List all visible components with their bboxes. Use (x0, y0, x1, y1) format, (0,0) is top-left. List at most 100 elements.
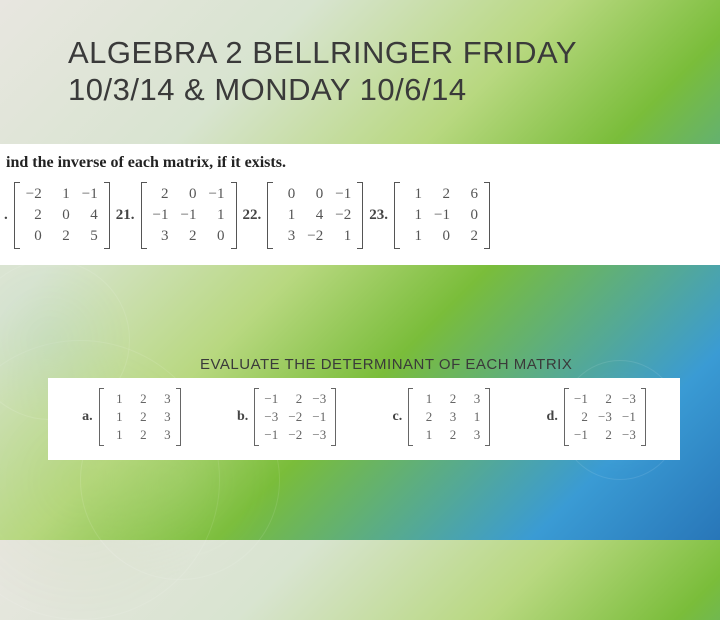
matrix-cell: 2 (598, 427, 612, 443)
matrix-cell: −1 (264, 427, 278, 443)
instruction-determinant: EVALUATE THE DETERMINANT OF EACH MATRIX (200, 356, 572, 373)
matrix-cell: 0 (26, 228, 42, 245)
matrix-cell: 1 (418, 391, 432, 407)
determinant-problem: a.123123123 (82, 388, 181, 446)
matrix-cell: −2 (26, 186, 42, 203)
matrix-cell: −1 (181, 207, 197, 224)
matrix-cell: 3 (466, 391, 480, 407)
matrix: 1261−10102 (394, 182, 490, 249)
inverse-problem: 22.00−114−23−21 (243, 182, 364, 249)
matrix-cell: −1 (622, 409, 636, 425)
inverse-problem: 23.1261−10102 (369, 182, 490, 249)
problem-label: 21. (116, 207, 135, 224)
matrix: −12−3−3−2−1−1−2−3 (254, 388, 336, 446)
determinant-problems-row: a.123123123b.−12−3−3−2−1−1−2−3c.12323112… (54, 388, 674, 446)
matrix-cell: 0 (181, 186, 197, 203)
determinant-problem: d. −1 2 −3 2 −3 −1 −1 2 −3 (547, 388, 646, 446)
matrix: 123123123 (99, 388, 181, 446)
matrix-cell: 1 (418, 427, 432, 443)
matrix-cell: 3 (442, 409, 456, 425)
matrix-cell: 5 (82, 228, 98, 245)
matrix-cell: 2 (133, 409, 147, 425)
problem-label: c. (393, 409, 403, 425)
matrix-cell: 0 (462, 207, 478, 224)
matrix-cell: 3 (279, 228, 295, 245)
matrix-cell: −2 (288, 427, 302, 443)
matrix-cell: 2 (462, 228, 478, 245)
problem-label: . (4, 207, 8, 224)
section-determinant: a.123123123b.−12−3−3−2−1−1−2−3c.12323112… (48, 378, 680, 460)
matrix: 20−1−1−11320 (141, 182, 237, 249)
page-title: ALGEBRA 2 BELLRINGER FRIDAY 10/3/14 & MO… (68, 34, 690, 108)
matrix-cell: 0 (279, 186, 295, 203)
matrix-cell: 1 (209, 207, 225, 224)
matrix-cell: 1 (109, 391, 123, 407)
matrix-cell: −3 (312, 427, 326, 443)
matrix-cell: 3 (466, 427, 480, 443)
matrix-cell: 2 (442, 391, 456, 407)
matrix-cell: 2 (181, 228, 197, 245)
matrix: 00−114−23−21 (267, 182, 363, 249)
inverse-problems-row: .−21−120402521.20−1−1−1132022.00−114−23−… (4, 182, 716, 249)
matrix-cell: 6 (462, 186, 478, 203)
matrix-cell: 0 (54, 207, 70, 224)
problem-label: a. (82, 409, 93, 425)
matrix-cell: 2 (574, 409, 588, 425)
matrix-cell: −3 (312, 391, 326, 407)
matrix-cell: 2 (434, 186, 450, 203)
matrix-cell: 2 (418, 409, 432, 425)
matrix-cell: 2 (133, 427, 147, 443)
matrix-cell: −1 (434, 207, 450, 224)
matrix-cell: 1 (109, 409, 123, 425)
section-inverse: ind the inverse of each matrix, if it ex… (0, 144, 720, 265)
matrix-cell: 2 (133, 391, 147, 407)
matrix-cell: 1 (406, 186, 422, 203)
matrix-cell: −2 (307, 228, 323, 245)
matrix-cell: 2 (442, 427, 456, 443)
matrix-cell: −3 (622, 427, 636, 443)
matrix-cell: 1 (406, 228, 422, 245)
matrix-cell: 0 (307, 186, 323, 203)
matrix-cell: 3 (157, 391, 171, 407)
matrix: −1 2 −3 2 −3 −1 −1 2 −3 (564, 388, 646, 446)
matrix-cell: 3 (157, 427, 171, 443)
matrix-cell: 2 (288, 391, 302, 407)
problem-label: 22. (243, 207, 262, 224)
matrix: −21−1204025 (14, 182, 110, 249)
problem-label: 23. (369, 207, 388, 224)
matrix-cell: 3 (153, 228, 169, 245)
instruction-inverse: ind the inverse of each matrix, if it ex… (6, 154, 716, 172)
matrix-cell: 4 (307, 207, 323, 224)
matrix-cell: 1 (54, 186, 70, 203)
matrix-cell: −2 (288, 409, 302, 425)
matrix-cell: −1 (82, 186, 98, 203)
inverse-problem: 21.20−1−1−11320 (116, 182, 237, 249)
problem-label: b. (237, 409, 248, 425)
matrix-cell: 2 (153, 186, 169, 203)
matrix-cell: −1 (312, 409, 326, 425)
matrix-cell: −1 (153, 207, 169, 224)
matrix-cell: −1 (574, 391, 588, 407)
matrix-cell: −3 (264, 409, 278, 425)
matrix-cell: −1 (574, 427, 588, 443)
matrix-cell: 1 (406, 207, 422, 224)
matrix-cell: −3 (622, 391, 636, 407)
matrix-cell: 2 (54, 228, 70, 245)
inverse-problem: .−21−1204025 (4, 182, 110, 249)
problem-label: d. (547, 409, 558, 425)
matrix-cell: 1 (109, 427, 123, 443)
matrix-cell: 2 (26, 207, 42, 224)
matrix-cell: 2 (598, 391, 612, 407)
matrix-cell: 0 (209, 228, 225, 245)
matrix-cell: 3 (157, 409, 171, 425)
determinant-problem: b.−12−3−3−2−1−1−2−3 (237, 388, 336, 446)
matrix-cell: 0 (434, 228, 450, 245)
matrix-cell: 1 (466, 409, 480, 425)
matrix-cell: −2 (335, 207, 351, 224)
matrix: 123231123 (408, 388, 490, 446)
matrix-cell: −1 (209, 186, 225, 203)
matrix-cell: 1 (335, 228, 351, 245)
determinant-problem: c.123231123 (393, 388, 491, 446)
matrix-cell: 4 (82, 207, 98, 224)
matrix-cell: −3 (598, 409, 612, 425)
